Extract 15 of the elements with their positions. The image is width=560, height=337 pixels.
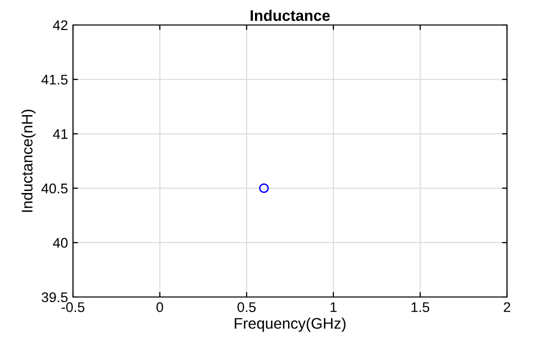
y-tick-label: 41.5 — [41, 74, 68, 85]
chart-title: Inductance — [250, 10, 330, 21]
x-tick-label: 1.5 — [412, 302, 430, 312]
y-axis-title: Inductance(nH) — [21, 110, 36, 212]
y-tick-label: 41 — [53, 129, 68, 139]
x-tick-label: 2 — [504, 302, 510, 312]
x-tick-label: 0 — [156, 302, 164, 312]
x-axis-title: Frequency(GHz) — [234, 318, 346, 332]
y-tick-label: 40.5 — [41, 184, 68, 194]
y-tick-label: 40 — [53, 238, 68, 248]
y-tick-label: 39.5 — [42, 292, 68, 302]
x-tick-label: -0.5 — [62, 302, 84, 312]
y-tick-label: 42 — [53, 20, 68, 30]
x-tick-label: 1 — [330, 302, 337, 312]
x-tick-label: 0.5 — [237, 302, 256, 312]
